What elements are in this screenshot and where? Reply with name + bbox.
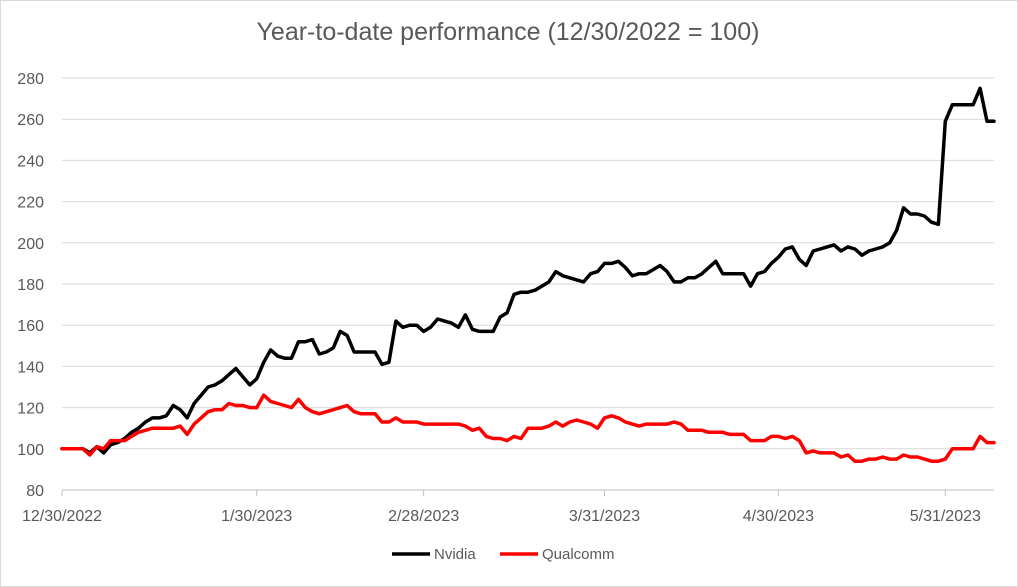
y-tick-label: 180 bbox=[17, 277, 44, 294]
series-line-nvidia bbox=[60, 86, 996, 455]
legend-label: Nvidia bbox=[434, 546, 476, 563]
series-layer bbox=[60, 86, 996, 463]
gridlines bbox=[62, 77, 994, 450]
y-tick-label: 80 bbox=[26, 483, 44, 500]
legend-label: Qualcomm bbox=[542, 546, 615, 563]
x-tick-label: 2/28/2023 bbox=[388, 508, 459, 525]
y-tick-label: 100 bbox=[17, 442, 44, 459]
y-tick-label: 280 bbox=[17, 71, 44, 88]
x-tick-label: 12/30/2022 bbox=[22, 508, 102, 525]
y-tick-label: 140 bbox=[17, 359, 44, 376]
y-axis: 80 100 120 140 160 180 200 220 240 260 280 bbox=[17, 71, 44, 500]
x-axis: 12/30/2022 1/30/2023 2/28/2023 3/31/2023 4/3… bbox=[22, 489, 994, 525]
x-tick-label: 3/31/2023 bbox=[569, 508, 640, 525]
x-tick-label: 4/30/2023 bbox=[743, 508, 814, 525]
series-line-qualcomm bbox=[60, 393, 996, 463]
y-tick-label: 200 bbox=[17, 236, 44, 253]
y-tick-label: 260 bbox=[17, 112, 44, 129]
y-tick-label: 120 bbox=[17, 401, 44, 418]
chart-title: Year-to-date performance (12/30/2022 = 1… bbox=[256, 18, 760, 46]
y-tick-label: 220 bbox=[17, 195, 44, 212]
legend: Nvidia Qualcomm bbox=[392, 546, 615, 563]
x-tick-label: 1/30/2023 bbox=[221, 508, 292, 525]
y-tick-label: 240 bbox=[17, 153, 44, 170]
y-tick-label: 160 bbox=[17, 318, 44, 335]
x-tick-label: 5/31/2023 bbox=[910, 508, 981, 525]
